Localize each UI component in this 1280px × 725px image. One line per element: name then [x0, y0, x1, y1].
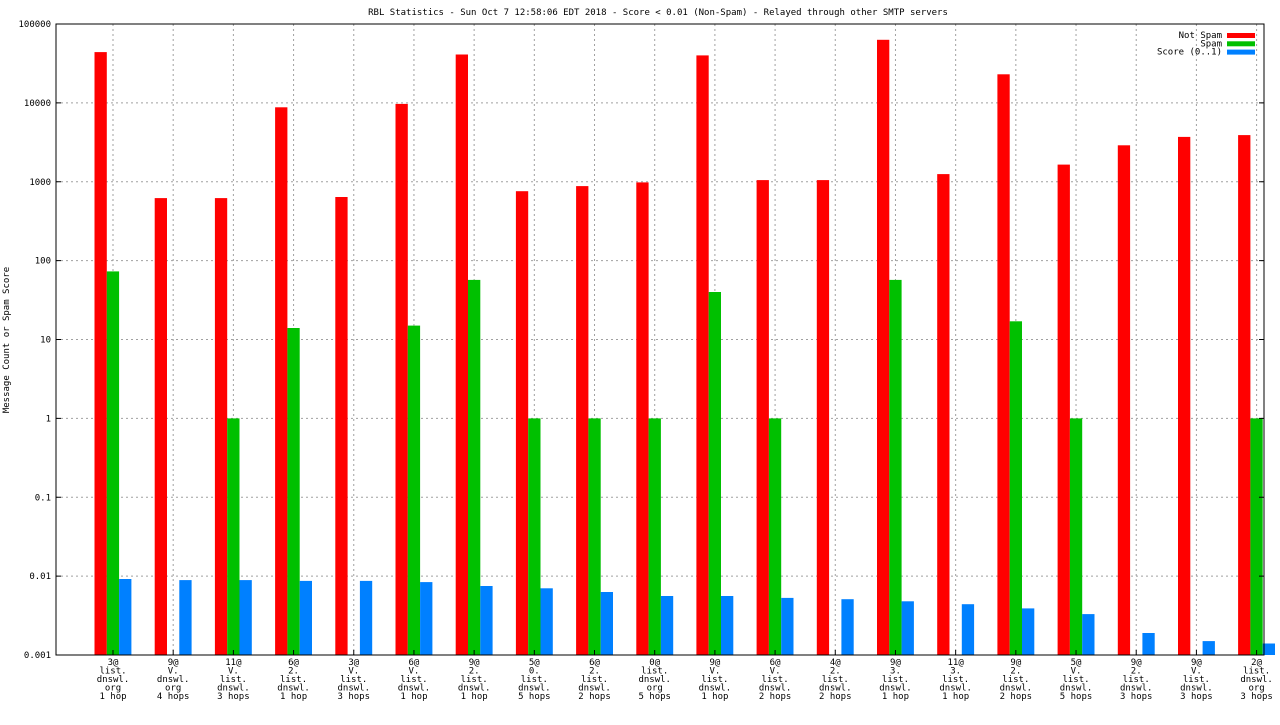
y-tick-label: 1000 [29, 178, 51, 188]
bars [94, 39, 1275, 656]
bar-score-0-1 [1142, 633, 1155, 655]
bar-score-0-1 [1202, 641, 1215, 655]
bar-spam [1250, 418, 1263, 655]
axes: 0.001 0.01 0.1 1 10 100 1000 10000 100000 3@ list.… [18, 20, 1272, 702]
legend-swatch [1227, 49, 1255, 55]
bar-not-spam [455, 54, 468, 655]
bar-not-spam [515, 191, 529, 655]
bar-score-0-1 [299, 580, 312, 655]
y-tick-label: 100000 [18, 20, 51, 30]
bar-not-spam [696, 55, 709, 655]
y-tick-label: 0.001 [24, 651, 51, 661]
x-tick-label: 6@ 2. list. dnswl. 2 hops [578, 658, 611, 702]
chart-title: RBL Statistics - Sun Oct 7 12:58:06 EDT … [368, 8, 948, 18]
bar-not-spam [877, 39, 890, 656]
bar-not-spam [94, 52, 107, 656]
bar-spam [588, 418, 601, 655]
bar-score-0-1 [781, 597, 794, 655]
bar-score-0-1 [239, 580, 252, 655]
x-tick-label: 9@ 2. list. dnswl. 2 hops [1000, 658, 1033, 702]
bar-not-spam [816, 180, 830, 655]
legend-label: Not Spam [1179, 31, 1222, 41]
bar-not-spam [937, 174, 950, 655]
legend-swatch [1227, 41, 1255, 47]
bar-not-spam [335, 197, 348, 655]
bar-not-spam [997, 74, 1010, 656]
x-tick-label: 6@ V. list. dnswl. 1 hop [398, 658, 431, 702]
x-tick-label: 3@ list. dnswl. org 1 hop [97, 658, 130, 702]
bar-score-0-1 [1022, 608, 1035, 655]
bar-not-spam [395, 103, 408, 655]
bar-score-0-1 [1262, 643, 1275, 655]
bar-score-0-1 [359, 580, 373, 655]
x-tick-label: 5@ 0. list. dnswl. 5 hops [518, 658, 551, 702]
y-tick-label: 1 [46, 414, 51, 424]
legend-label: Spam [1200, 39, 1222, 49]
bar-not-spam [756, 180, 769, 655]
bar-score-0-1 [660, 596, 674, 655]
x-tick-label: 11@ 3. list. dnswl. 1 hop [939, 658, 972, 702]
x-tick-label: 3@ V. list. dnswl. 3 hops [337, 658, 370, 702]
y-tick-label: 0.01 [29, 572, 51, 582]
bar-score-0-1 [119, 579, 132, 655]
x-tick-label: 9@ 2. list. dnswl. 3 hops [1120, 658, 1153, 702]
bar-spam [227, 418, 240, 655]
x-tick-label: 9@ V. list. dnswl. 3 hops [1180, 658, 1213, 702]
y-axis-label: Message Count or Spam Score [2, 267, 12, 413]
x-tick-label: 0@ list. dnswl. org 5 hops [638, 658, 671, 702]
bar-score-0-1 [1082, 614, 1095, 655]
y-tick-label: 10000 [24, 99, 51, 109]
bar-not-spam [1057, 164, 1070, 655]
bar-not-spam [1238, 135, 1251, 656]
bar-spam [287, 328, 300, 655]
bar-spam [468, 279, 481, 655]
bar-score-0-1 [961, 604, 975, 655]
x-tick-label: 6@ V. list. dnswl. 2 hops [759, 658, 792, 702]
bar-not-spam [275, 107, 288, 656]
y-tick-label: 0.1 [35, 493, 51, 503]
x-tick-label: 2@ list. dnswl. org 3 hops [1240, 658, 1273, 702]
bar-not-spam [154, 198, 167, 655]
bar-not-spam [576, 186, 589, 655]
legend-swatch [1227, 33, 1255, 38]
x-tick-label: 9@ 3. list. dnswl. 1 hop [879, 658, 912, 702]
bar-score-0-1 [600, 592, 613, 655]
y-tick-label: 10 [40, 336, 51, 346]
x-tick-label: 9@ 2. list. dnswl. 1 hop [458, 658, 491, 702]
x-tick-label: 9@ V. list. dnswl. 1 hop [699, 658, 732, 702]
legend-label: Score (0..1) [1157, 48, 1222, 58]
bar-spam [528, 418, 541, 655]
bar-spam [106, 271, 120, 655]
bar-score-0-1 [540, 588, 553, 655]
bar-score-0-1 [480, 586, 493, 655]
bar-spam [1069, 418, 1083, 655]
bar-score-0-1 [901, 601, 914, 655]
bar-spam [889, 279, 902, 655]
bar-spam [407, 325, 421, 655]
bar-not-spam [214, 198, 228, 655]
bar-spam [708, 292, 721, 655]
bar-score-0-1 [179, 580, 192, 655]
bar-not-spam [636, 182, 649, 655]
x-tick-label: 6@ 2. list. dnswl. 1 hop [277, 658, 310, 702]
bar-spam [768, 418, 782, 655]
plot-frame [55, 23, 1265, 656]
x-tick-label: 11@ V. list. dnswl. 3 hops [217, 658, 250, 702]
bar-not-spam [1117, 145, 1131, 656]
y-tick-label: 100 [35, 257, 51, 267]
bar-score-0-1 [841, 599, 854, 655]
bar-spam [648, 418, 661, 655]
x-tick-label: 5@ V. list. dnswl. 5 hops [1060, 658, 1093, 702]
x-tick-label: 4@ 2. list. dnswl. 2 hops [819, 658, 852, 702]
bar-spam [1009, 321, 1022, 655]
bar-score-0-1 [721, 596, 734, 655]
x-tick-label: 9@ V. dnswl. org 4 hops [157, 658, 190, 702]
bar-score-0-1 [420, 582, 433, 655]
bar-not-spam [1178, 136, 1191, 655]
